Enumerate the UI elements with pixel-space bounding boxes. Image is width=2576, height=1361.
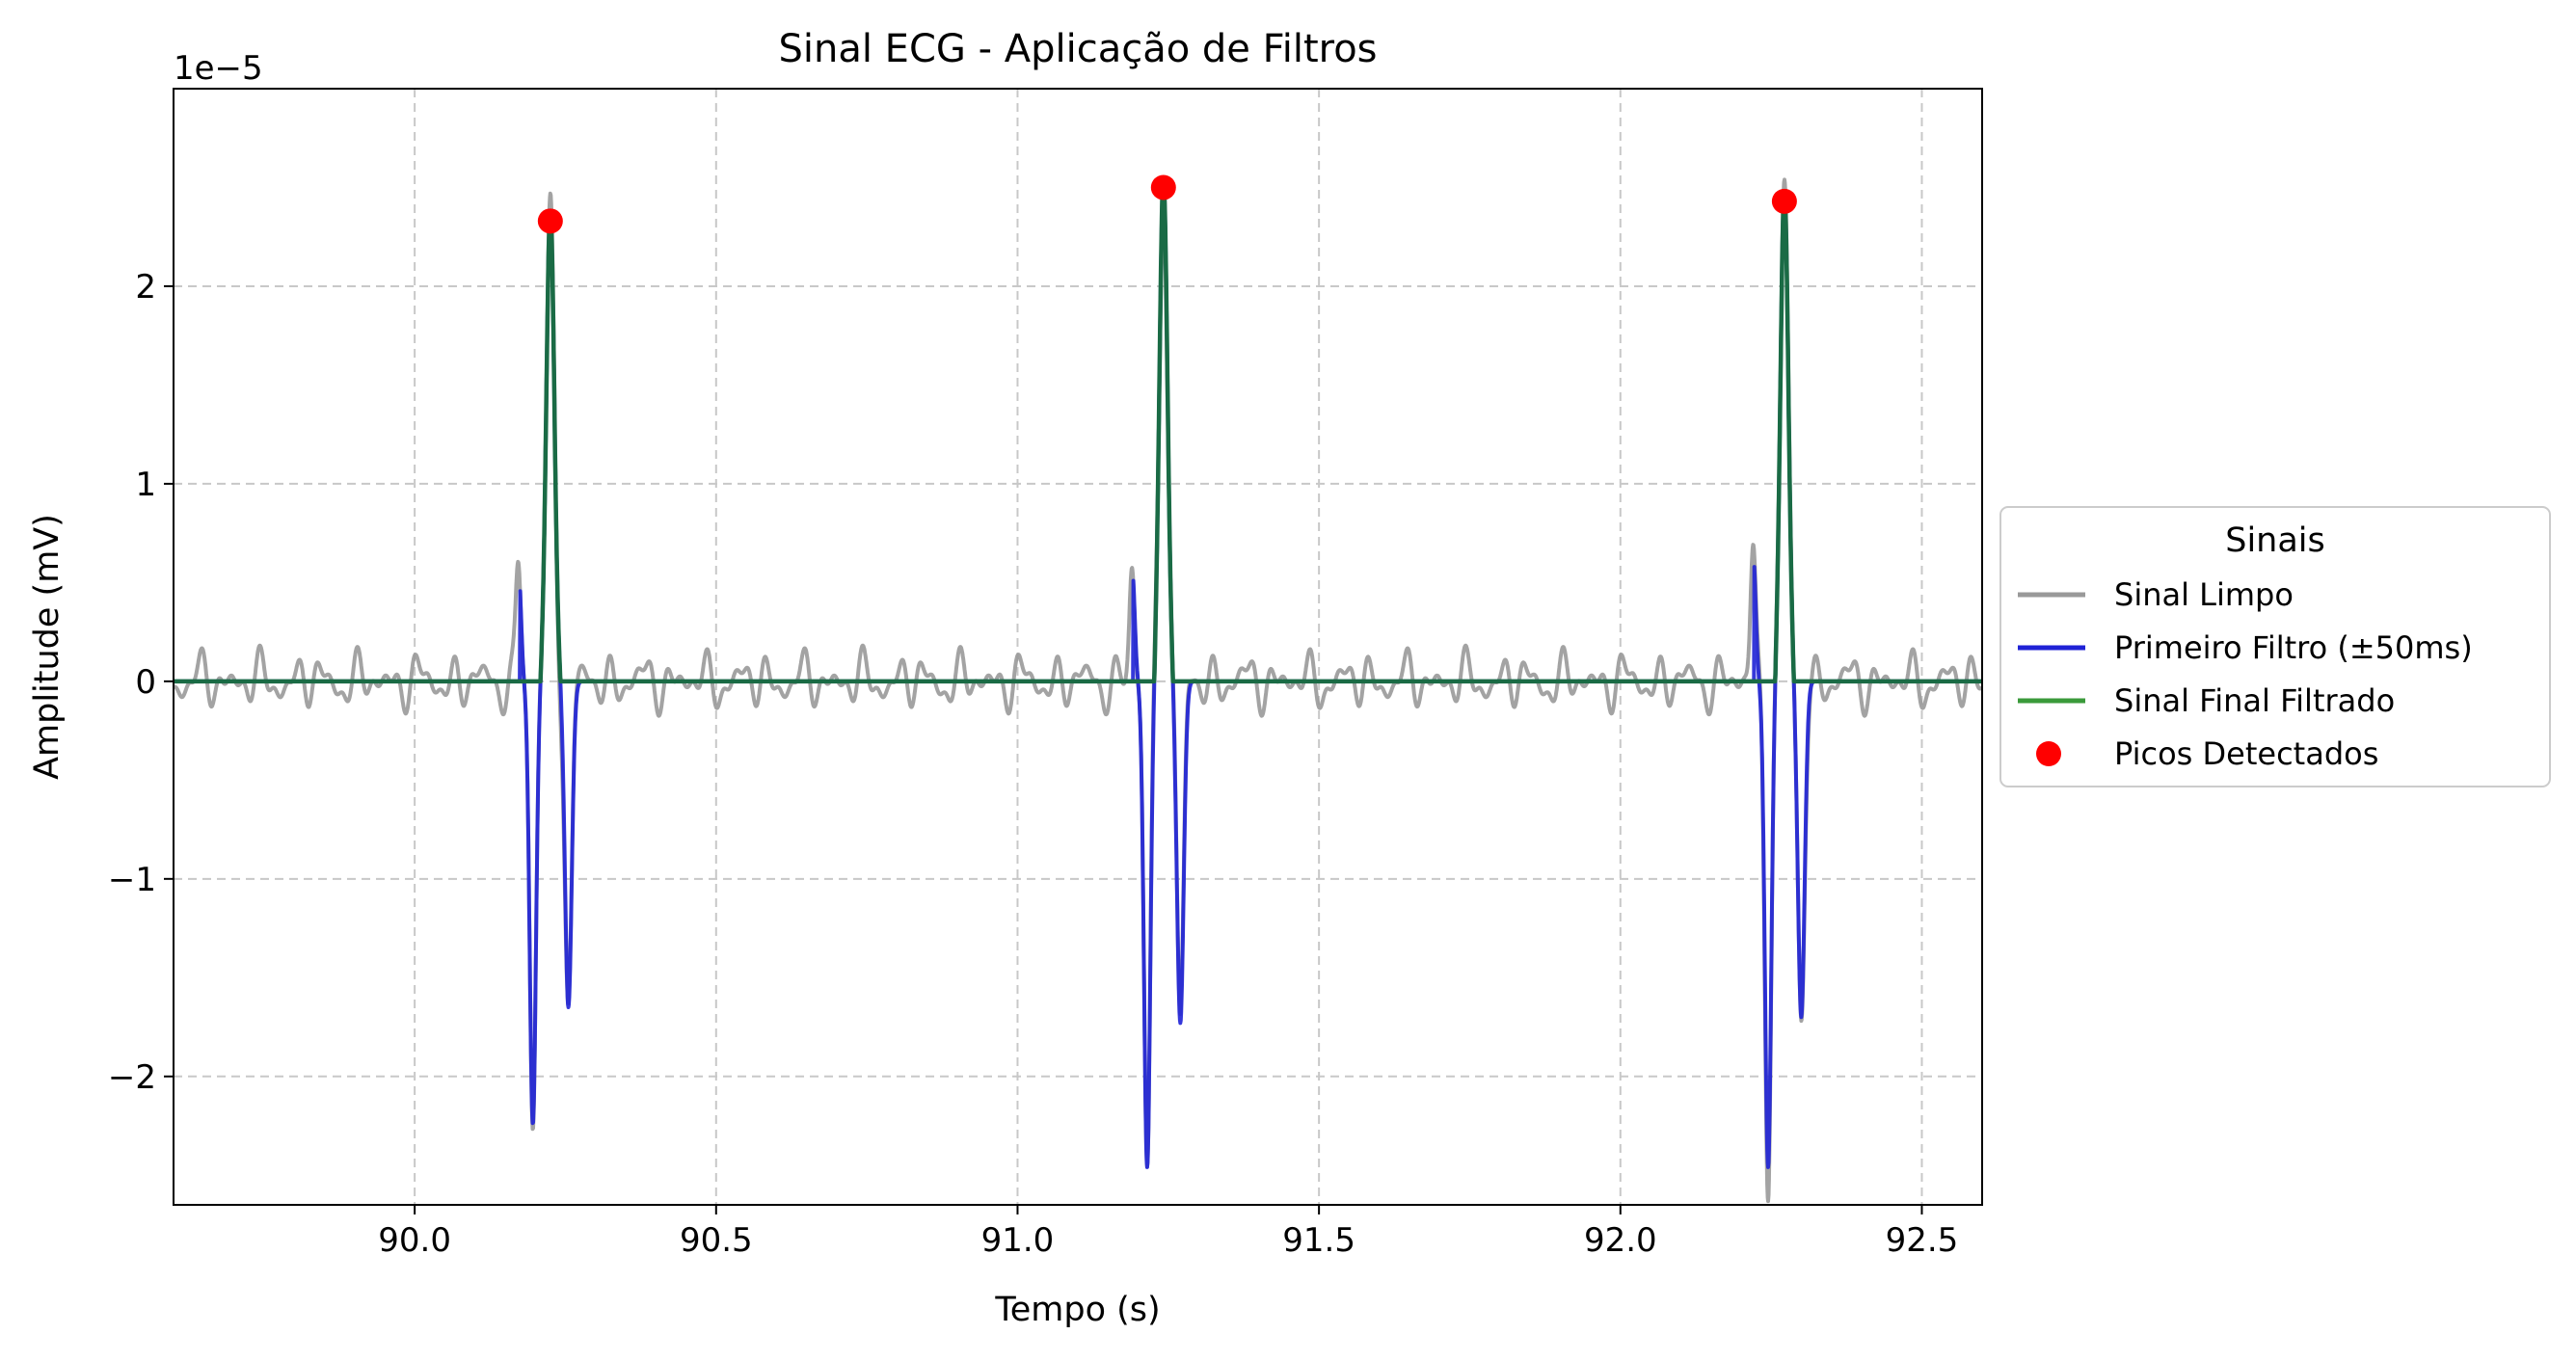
peak-marker [1150,174,1176,200]
x-tick-label: 90.5 [680,1221,753,1260]
x-tick-label: 91.5 [1282,1221,1355,1260]
legend-box [1999,506,2551,787]
y-tick-label: 0 [135,663,156,702]
series-sinal-final-filtrado [174,175,1982,684]
x-axis-label: Tempo (s) [994,1291,1160,1329]
y-offset-label: 1e−5 [174,49,263,88]
legend-entry-label: Sinal Limpo [2114,576,2294,613]
y-tick-label: 1 [135,466,156,504]
chart-title: Sinal ECG - Aplicação de Filtros [778,27,1377,71]
legend-entry-label: Picos Detectados [2114,735,2378,772]
peak-marker [1771,188,1797,214]
x-tick-label: 92.5 [1886,1221,1959,1260]
y-tick-label: −1 [108,861,156,899]
series-sinal-limpo [174,177,1982,1204]
x-tick-label: 92.0 [1584,1221,1657,1260]
legend-entry-label: Primeiro Filtro (±50ms) [2114,629,2473,666]
axis-ticks: 90.0 90.5 91.0 91.5 92.0 92.5 −2 −1 0 1 2 [108,268,1958,1260]
x-tick-label: 91.0 [981,1221,1055,1260]
series-layer [174,175,1982,1204]
legend-title: Sinais [2225,521,2325,560]
y-tick-label: 2 [135,268,156,307]
y-tick-label: −2 [108,1058,156,1097]
legend-entries: Sinal Limpo Primeiro Filtro (±50ms) Sinal … [2018,576,2473,772]
plot-frame [173,88,1983,1206]
peak-marker [537,208,563,234]
peaks-layer [537,174,1797,234]
x-tick-label: 90.0 [378,1221,451,1260]
plot-area [174,89,1982,1205]
legend-swatch-marker [2036,741,2061,766]
legend: Sinais Sinal Limpo Primeiro Filtro (±50ms… [1999,506,2551,787]
legend-entry-label: Sinal Final Filtrado [2114,682,2395,719]
y-axis-label: Amplitude (mV) [28,514,67,780]
